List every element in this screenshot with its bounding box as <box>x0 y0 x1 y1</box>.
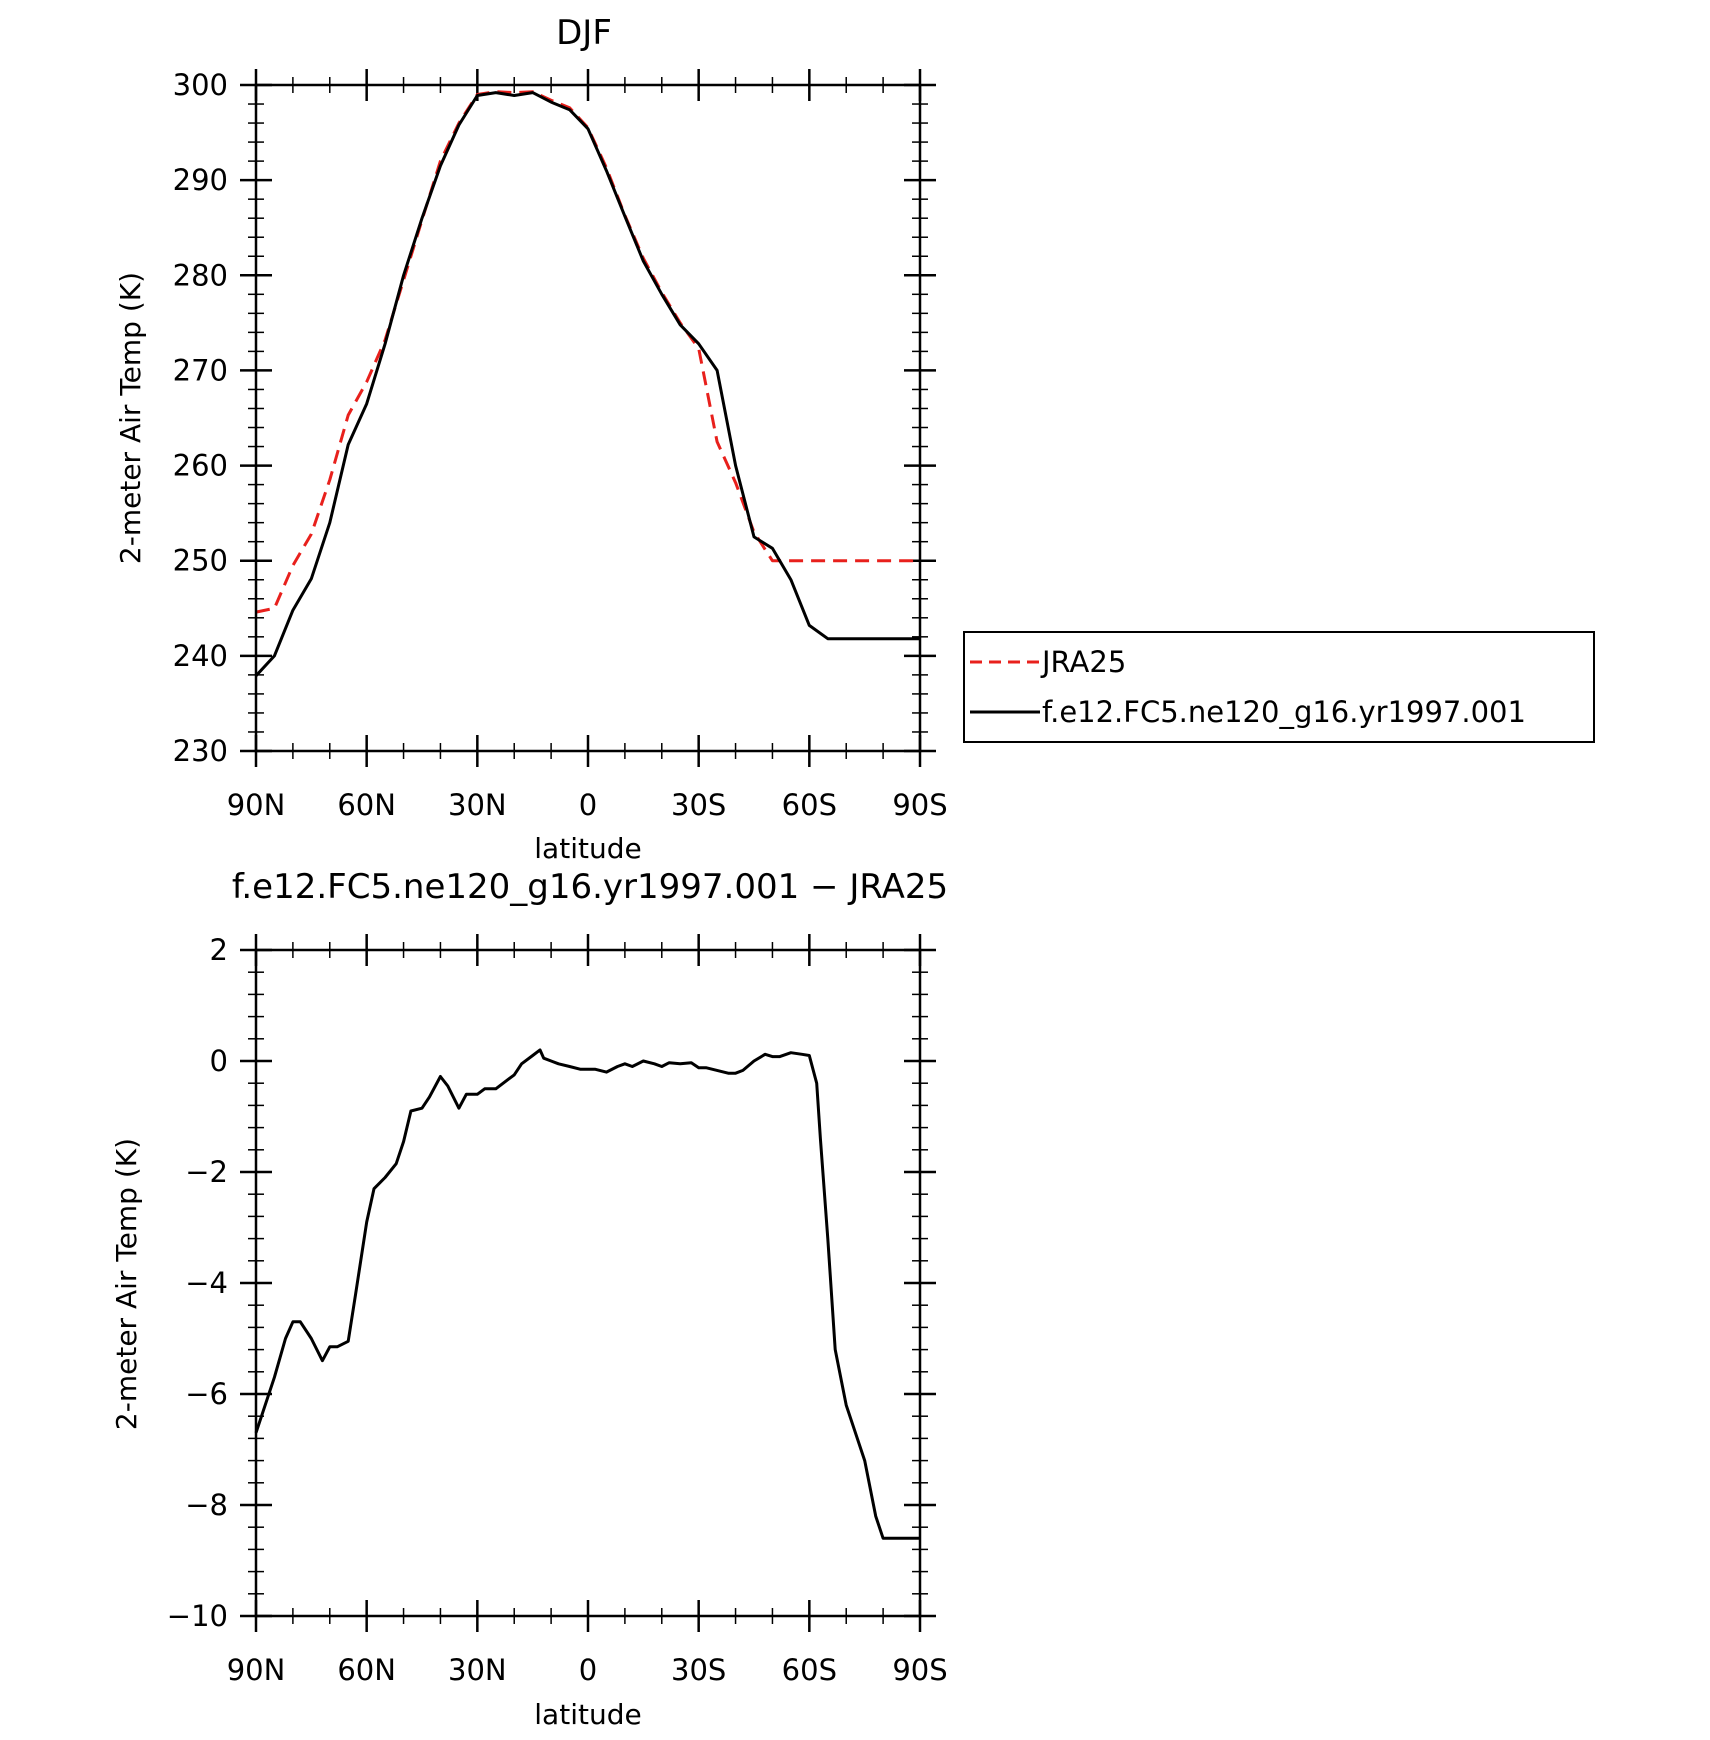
upper-x-tick-label: 30S <box>671 788 726 822</box>
lower-y-tick-label: −4 <box>185 1266 228 1300</box>
upper-series-lines <box>254 90 920 677</box>
upper-x-tick-label: 90N <box>227 788 286 822</box>
lower-y-tick-label: −6 <box>185 1377 228 1411</box>
upper-x-tick-label: 0 <box>579 788 597 822</box>
legend-label-model: f.e12.FC5.ne120_g16.yr1997.001 <box>1042 695 1526 729</box>
upper-y-tick-label: 300 <box>173 68 228 102</box>
lower-panel: f.e12.FC5.ne120_g16.yr1997.001 − JRA25 2… <box>110 867 948 1731</box>
lower-series-lines <box>254 1048 920 1540</box>
lower-x-tick-label: 90N <box>227 1653 286 1687</box>
upper-y-tick-labels: 230 240 250 260 270 280 290 300 <box>173 68 228 768</box>
lower-x-tick-label: 30S <box>671 1653 726 1687</box>
upper-x-tick-labels: 90N 60N 30N 0 30S 60S 90S <box>227 788 948 822</box>
upper-y-tick-label: 240 <box>173 639 228 673</box>
upper-plot-frame <box>254 83 922 753</box>
upper-y-tick-label: 280 <box>173 258 228 292</box>
upper-panel: DJF 230 240 250 260 270 280 290 300 90N 60N 30N 0 3… <box>114 13 948 865</box>
lower-x-tick-label: 60N <box>337 1653 396 1687</box>
upper-x-tick-label: 90S <box>892 788 947 822</box>
lower-x-tick-label: 90S <box>892 1653 947 1687</box>
lower-y-tick-label: −10 <box>167 1599 228 1633</box>
lower-series-line-difference <box>254 1048 920 1540</box>
upper-x-tick-label: 60S <box>782 788 837 822</box>
upper-x-tick-label: 60N <box>337 788 396 822</box>
lower-y-tick-label: −2 <box>185 1155 228 1189</box>
legend: JRA25 f.e12.FC5.ne120_g16.yr1997.001 <box>963 631 1595 743</box>
upper-series-line-jra25 <box>255 90 920 614</box>
upper-y-tick-label: 270 <box>173 353 228 387</box>
lower-y-axis-label: 2-meter Air Temp (K) <box>110 1138 143 1430</box>
upper-title: DJF <box>556 13 612 53</box>
lower-y-tick-label: 2 <box>210 933 228 967</box>
lower-y-tick-label: 0 <box>210 1044 228 1078</box>
upper-y-tick-label: 290 <box>173 163 228 197</box>
upper-y-tick-label: 230 <box>173 734 228 768</box>
lower-x-axis-label: latitude <box>534 1698 641 1731</box>
lower-x-tick-label: 60S <box>782 1653 837 1687</box>
upper-series-line-f-e12-fc5-ne120-g16-yr1997-001 <box>254 91 920 677</box>
upper-y-axis-label: 2-meter Air Temp (K) <box>114 272 147 564</box>
upper-x-axis-label: latitude <box>534 832 641 865</box>
lower-plot-frame <box>254 948 922 1618</box>
upper-axis-ticks <box>240 69 936 767</box>
lower-title: f.e12.FC5.ne120_g16.yr1997.001 − JRA25 <box>232 867 948 907</box>
lower-x-tick-labels: 90N 60N 30N 0 30S 60S 90S <box>227 1653 948 1687</box>
lower-x-tick-label: 0 <box>579 1653 597 1687</box>
lower-y-tick-labels: 2 0 −2 −4 −6 −8 −10 <box>167 933 228 1633</box>
upper-y-tick-label: 260 <box>173 449 228 483</box>
lower-y-tick-label: −8 <box>185 1488 228 1522</box>
legend-box <box>963 631 1595 743</box>
lower-x-tick-label: 30N <box>448 1653 507 1687</box>
upper-x-tick-label: 30N <box>448 788 507 822</box>
upper-y-tick-label: 250 <box>173 544 228 578</box>
legend-label-jra25: JRA25 <box>1040 645 1126 679</box>
